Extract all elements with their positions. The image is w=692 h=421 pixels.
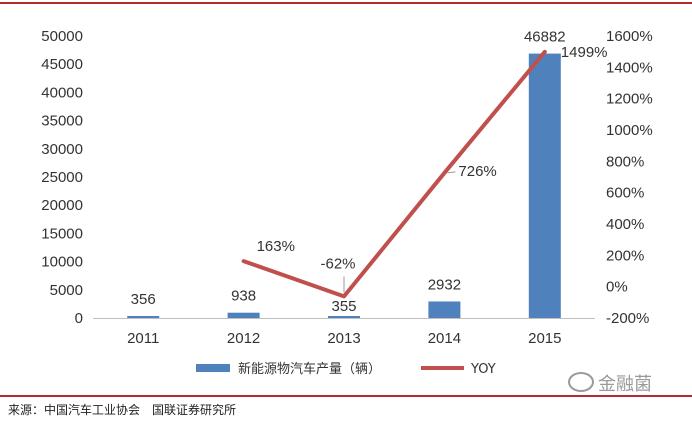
top-rule	[0, 2, 692, 4]
chart: 0 5000 10000 15000 20000 25000 30000 35000 40000…	[41, 28, 653, 377]
y-left-tick-label: 20000	[41, 197, 83, 214]
yoy-value-label: 163%	[257, 238, 295, 255]
bar	[428, 301, 461, 318]
y-left-tick-label: 5000	[50, 282, 83, 299]
y-left-tick-label: 10000	[41, 254, 83, 271]
y-left-tick-label: 25000	[41, 169, 83, 186]
bar	[328, 315, 360, 318]
y-right-tick-label: 200%	[606, 247, 644, 264]
y-right-tick-label: -200%	[606, 310, 649, 327]
y-right-tick-label: 1400%	[606, 59, 653, 76]
y-right-tick-label: 0%	[606, 279, 628, 296]
y-right-tick-label: 600%	[606, 185, 644, 202]
bar-value-label: 356	[131, 291, 156, 308]
legend-swatch-bars	[196, 364, 230, 372]
y-left-tick-label: 45000	[41, 56, 83, 73]
bar-value-label: 938	[231, 288, 256, 305]
bar	[127, 315, 160, 318]
yoy-value-label: 726%	[458, 163, 496, 180]
y-right-tick-label: 1200%	[606, 91, 653, 108]
source-note: 来源：中国汽车工业协会 国联证券研究所	[8, 403, 237, 417]
bar-value-label: 46882	[524, 29, 566, 46]
y-left-tick-label: 35000	[41, 113, 83, 130]
watermark: 金融菌	[568, 370, 652, 396]
yoy-line	[241, 49, 547, 299]
yoy-value-label: 1499%	[561, 44, 608, 61]
yoy-leader-line	[447, 171, 456, 174]
y-left-tick-label: 0	[75, 310, 83, 327]
x-tick-label: 2014	[428, 330, 461, 347]
x-tick-label: 2011	[127, 330, 159, 347]
watermark-text: 金融菌	[598, 374, 652, 395]
y-left-tick-label: 50000	[41, 28, 83, 45]
wechat-icon	[568, 372, 594, 392]
legend-label-yoy: YOY	[470, 362, 496, 377]
bar-value-label: 355	[331, 298, 356, 315]
x-tick-label: 2012	[227, 330, 260, 347]
bar-value-label: 2932	[428, 276, 461, 293]
y-left-tick-label: 30000	[41, 141, 83, 158]
y-left-tick-label: 15000	[41, 225, 83, 242]
y-left-tick-label: 40000	[41, 84, 83, 101]
x-tick-label: 2015	[528, 330, 561, 347]
y-right-tick-label: 800%	[606, 153, 644, 170]
y-right-tick-label: 400%	[606, 216, 644, 233]
x-tick-label: 2013	[327, 330, 360, 347]
bar	[227, 312, 260, 318]
yoy-value-label: -62%	[320, 255, 355, 272]
bar	[528, 53, 561, 319]
y-right-tick-label: 1000%	[606, 122, 653, 139]
y-right-tick-label: 1600%	[606, 28, 653, 45]
legend-label-bars: 新能源物汽车产量（辆）	[238, 361, 381, 377]
bottom-rule	[0, 395, 692, 397]
